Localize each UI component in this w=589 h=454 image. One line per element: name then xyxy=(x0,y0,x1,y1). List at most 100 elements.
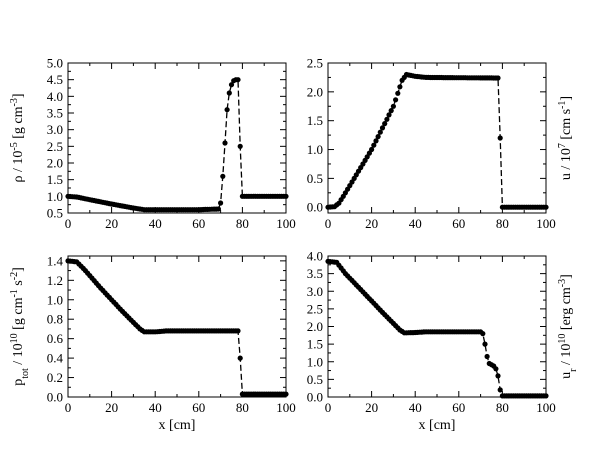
x-tick-label: 60 xyxy=(452,400,465,415)
x-tick-label: 60 xyxy=(192,400,205,415)
data-point xyxy=(395,90,401,96)
y-label-part: ] xyxy=(559,274,574,279)
y-label-part: / 10 xyxy=(559,344,574,369)
x-tick-label: 20 xyxy=(365,216,378,231)
x-tick-label: 100 xyxy=(536,216,556,231)
panel-ptot: 0 20 40 60 80 100 0.0 0.2 0.4 0.6 0.8 1.0 1.2 1.4 ptot… xyxy=(9,253,296,433)
data-point xyxy=(371,142,377,148)
data-point xyxy=(228,82,235,88)
y-tick-label: 1.0 xyxy=(307,354,323,369)
data-point xyxy=(495,373,501,379)
data-point xyxy=(369,146,375,153)
series-line xyxy=(327,260,546,397)
y-label-part: tot xyxy=(20,368,31,379)
y-axis-label: u / 107 [cm s-1] xyxy=(557,96,575,180)
y-label-part: u xyxy=(559,372,574,379)
data-point xyxy=(220,173,226,179)
y-tick-label: 1.2 xyxy=(47,273,63,288)
y-tick-label: 0.6 xyxy=(47,331,64,346)
x-tick-label: 100 xyxy=(276,400,296,415)
x-tick-label: 40 xyxy=(409,216,422,231)
y-tick-label: 3.5 xyxy=(47,106,63,121)
x-tick-label: 40 xyxy=(409,400,422,415)
plot-frame xyxy=(327,62,547,214)
x-tick-label: 40 xyxy=(149,216,162,231)
y-label-part: -2 xyxy=(9,272,20,280)
data-point xyxy=(226,90,232,96)
panel-u: 0 20 40 60 80 100 0.0 0.5 1.0 1.5 2.0 2.5 u / 107 [c… xyxy=(307,56,574,232)
y-tick-label: 0.0 xyxy=(307,200,323,215)
y-label-part: u / 10 xyxy=(559,148,574,180)
y-label-part: -1 xyxy=(9,289,20,297)
y-tick-label: 0.0 xyxy=(307,390,323,405)
data-point xyxy=(379,125,386,131)
data-point xyxy=(283,391,289,397)
x-tick-label: 80 xyxy=(236,216,249,231)
y-tick-label: 0.0 xyxy=(47,390,63,405)
data-point xyxy=(215,206,221,212)
y-tick-label: 2.0 xyxy=(307,84,323,99)
x-tick-label: 20 xyxy=(365,400,378,415)
series-line xyxy=(327,73,546,208)
data-point xyxy=(235,328,241,334)
data-point xyxy=(375,134,381,140)
y-tick-label: 4.0 xyxy=(307,249,323,264)
y-tick-label: 1.0 xyxy=(307,142,323,157)
y-tick-label: 0.5 xyxy=(307,372,323,387)
y-tick-label: 2.5 xyxy=(47,139,63,154)
y-label-part: ] xyxy=(11,93,26,98)
x-tick-label: 100 xyxy=(276,216,296,231)
y-label-part: -3 xyxy=(557,279,568,287)
y-label-part: ρ / 10 xyxy=(11,151,26,183)
y-label-part: -1 xyxy=(557,101,568,109)
data-point xyxy=(493,366,499,372)
y-tick-label: 0.5 xyxy=(307,171,323,186)
data-point xyxy=(382,121,388,127)
y-tick-label: 1.0 xyxy=(47,189,63,204)
y-tick-label: 4.5 xyxy=(47,72,63,87)
y-axis-label: ρ / 10-5 [g cm-3] xyxy=(9,93,27,182)
data-point xyxy=(497,387,503,393)
x-tick-label: 100 xyxy=(536,400,556,415)
y-label-part: 10 xyxy=(557,334,568,344)
x-tick-label: 0 xyxy=(65,400,72,415)
y-label-part: 7 xyxy=(557,143,568,148)
y-label-part: [g cm xyxy=(11,297,26,333)
series-line xyxy=(67,79,286,211)
y-tick-label: 0.8 xyxy=(47,312,63,327)
data-point xyxy=(373,138,379,144)
data-point xyxy=(480,331,486,337)
y-label-part: -3 xyxy=(9,98,20,106)
x-tick-label: 0 xyxy=(325,400,332,415)
x-tick-label: 80 xyxy=(496,216,509,231)
x-tick-label: 40 xyxy=(149,400,162,415)
y-label-part: -5 xyxy=(9,142,20,150)
y-axis-label: ptot / 1010 [g cm-1 s-2] xyxy=(9,267,31,386)
data-point xyxy=(495,75,501,81)
y-tick-label: 1.4 xyxy=(47,253,64,268)
y-tick-label: 3.5 xyxy=(307,266,323,281)
x-tick-label: 80 xyxy=(496,400,509,415)
plot-frame xyxy=(67,62,287,214)
y-tick-label: 0.2 xyxy=(47,370,63,385)
data-point xyxy=(393,97,399,103)
x-tick-label: 20 xyxy=(105,400,118,415)
y-tick-label: 3.0 xyxy=(307,284,323,299)
plot-frame xyxy=(327,255,547,398)
y-tick-label: 3.0 xyxy=(47,122,63,137)
y-tick-label: 2.0 xyxy=(307,319,323,334)
y-label-part: [cm s xyxy=(559,109,574,143)
y-axis-label: ur / 1010 [erg cm-3] xyxy=(557,274,579,379)
y-label-part: 10 xyxy=(9,333,20,343)
data-point xyxy=(384,116,390,122)
series-line xyxy=(67,260,286,395)
data-point xyxy=(237,143,243,149)
y-label-part: / 10 xyxy=(11,343,26,368)
x-axis-label: x [cm] xyxy=(159,418,196,433)
panel-rho: 0 20 40 60 80 100 0.5 1.0 1.52.0 2.5 3.03.5 4.0 4.55… xyxy=(9,56,296,232)
y-tick-label: 2.5 xyxy=(307,301,323,316)
y-tick-label: 2.0 xyxy=(47,156,63,171)
data-point xyxy=(543,393,549,399)
y-tick-label: 1.0 xyxy=(47,292,63,307)
